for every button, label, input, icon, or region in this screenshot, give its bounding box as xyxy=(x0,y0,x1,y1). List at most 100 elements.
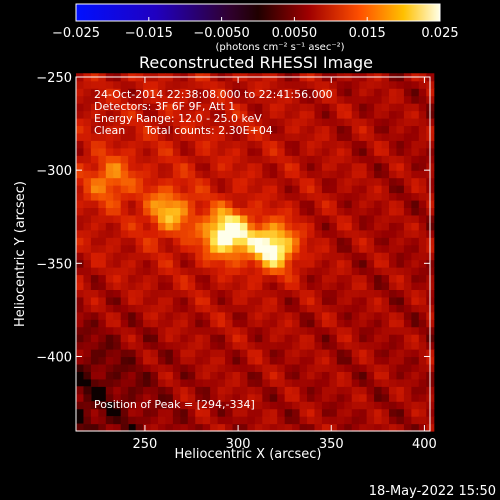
heatmap-cell xyxy=(172,80,181,89)
heatmap-cell xyxy=(239,319,249,328)
heatmap-cell xyxy=(128,103,137,112)
heatmap-cell xyxy=(284,177,293,186)
heatmap-cell xyxy=(254,267,263,276)
heatmap-cell xyxy=(90,155,99,164)
heatmap-cell xyxy=(314,334,323,343)
heatmap-cell xyxy=(307,341,316,350)
heatmap-cell xyxy=(366,267,375,276)
heatmap-cell xyxy=(351,408,360,417)
heatmap-cell xyxy=(336,416,345,425)
heatmap-cell xyxy=(396,147,405,156)
heatmap-cell xyxy=(225,177,234,186)
heatmap-cell xyxy=(329,326,338,335)
heatmap-cell xyxy=(247,408,256,417)
heatmap-cell xyxy=(403,378,412,387)
heatmap-cell xyxy=(314,267,323,276)
heatmap-cell xyxy=(336,289,345,298)
heatmap-cell xyxy=(351,341,360,350)
heatmap-cell xyxy=(195,132,204,141)
heatmap-cell xyxy=(359,311,368,320)
heatmap-cell xyxy=(277,132,286,141)
heatmap-cell xyxy=(254,378,263,387)
heatmap-cell xyxy=(157,386,167,395)
heatmap-cell xyxy=(180,170,189,179)
heatmap-cell xyxy=(292,244,301,253)
heatmap-cell xyxy=(90,401,99,410)
heatmap-cell xyxy=(83,311,92,320)
heatmap-cell xyxy=(143,185,152,194)
heatmap-cell xyxy=(98,378,107,387)
heatmap-cell xyxy=(299,192,308,201)
heatmap-cell xyxy=(307,117,316,127)
heatmap-cell xyxy=(269,207,278,216)
heatmap-cell xyxy=(120,267,129,276)
heatmap-cell xyxy=(336,170,345,179)
heatmap-cell xyxy=(210,192,219,201)
heatmap-cell xyxy=(254,304,263,313)
heatmap-cell xyxy=(389,319,398,328)
heatmap-cell xyxy=(217,132,226,141)
heatmap-cell xyxy=(98,289,107,298)
heatmap-cell xyxy=(143,237,152,246)
heatmap-cell xyxy=(128,281,137,290)
heatmap-cell xyxy=(344,378,353,387)
heatmap-cell xyxy=(403,371,412,380)
heatmap-cell xyxy=(389,393,398,402)
heatmap-cell xyxy=(321,416,330,425)
heatmap-cell xyxy=(292,378,301,387)
heatmap-cell xyxy=(344,274,353,283)
heatmap-cell xyxy=(143,147,152,156)
heatmap-cell xyxy=(172,349,181,358)
heatmap-cell xyxy=(262,103,271,112)
heatmap-cell xyxy=(195,95,204,104)
heatmap-cell xyxy=(336,177,345,186)
heatmap-cell xyxy=(321,259,330,268)
heatmap-cell xyxy=(262,95,271,104)
heatmap-cell xyxy=(389,274,398,283)
heatmap-cell xyxy=(217,296,226,305)
heatmap-cell xyxy=(284,423,293,432)
heatmap-cell xyxy=(187,95,196,104)
heatmap-cell xyxy=(277,229,286,238)
heatmap-cell xyxy=(90,103,99,112)
heatmap-cell xyxy=(105,132,114,141)
heatmap-cell xyxy=(389,95,398,104)
heatmap-cell xyxy=(180,244,189,253)
heatmap-cell xyxy=(217,214,226,223)
heatmap-cell xyxy=(307,155,316,164)
heatmap-cell xyxy=(351,356,360,365)
heatmap-cell xyxy=(254,356,263,365)
heatmap-cell xyxy=(277,281,286,290)
heatmap-cell xyxy=(418,267,427,276)
heatmap-cell xyxy=(389,281,398,290)
heatmap-cell xyxy=(180,125,189,134)
heatmap-cell xyxy=(105,214,114,223)
heatmap-cell xyxy=(307,408,316,417)
heatmap-cell xyxy=(344,132,353,141)
heatmap-cell xyxy=(98,155,107,164)
heatmap-cell xyxy=(269,289,278,298)
heatmap-cell xyxy=(143,222,152,231)
heatmap-cell xyxy=(262,155,271,164)
heatmap-cell xyxy=(157,185,167,194)
heatmap-cell xyxy=(359,80,368,89)
heatmap-cell xyxy=(150,371,159,380)
heatmap-cell xyxy=(277,140,286,149)
heatmap-cell xyxy=(396,110,405,119)
heatmap-cell xyxy=(389,117,398,127)
heatmap-cell xyxy=(396,117,405,127)
heatmap-cell xyxy=(403,162,412,171)
heatmap-cell xyxy=(374,259,383,268)
heatmap-cell xyxy=(105,117,114,127)
heatmap-cell xyxy=(336,408,345,417)
heatmap-cell xyxy=(239,289,249,298)
heatmap-cell xyxy=(187,319,196,328)
heatmap-cell xyxy=(90,80,99,89)
heatmap-cell xyxy=(83,371,92,380)
heatmap-cell xyxy=(269,371,278,380)
heatmap-cell xyxy=(150,356,159,365)
heatmap-cell xyxy=(83,80,92,89)
heatmap-cell xyxy=(232,214,241,223)
heatmap-cell xyxy=(359,170,368,179)
annotation-time-range: 24-Oct-2014 22:38:08.000 to 22:41:56.000 xyxy=(94,88,333,101)
